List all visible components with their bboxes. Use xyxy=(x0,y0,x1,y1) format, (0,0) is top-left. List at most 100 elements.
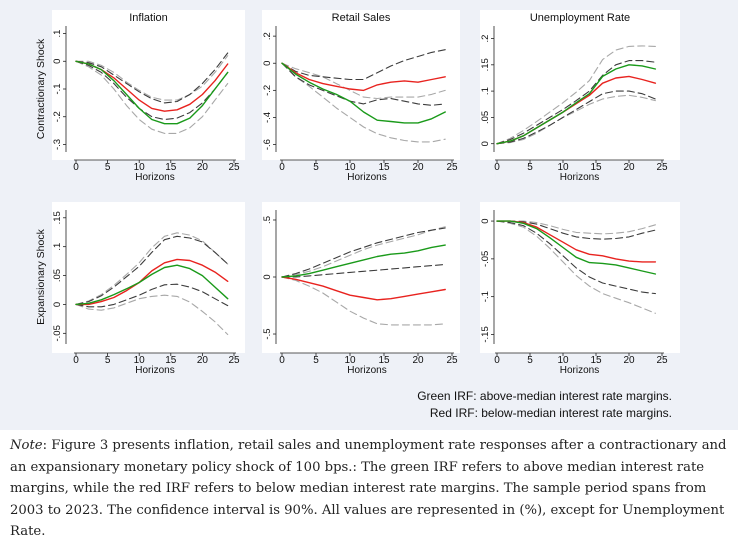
x-tick-label: 10 xyxy=(557,162,569,173)
x-tick-label: 25 xyxy=(446,355,458,366)
confidence-band-line xyxy=(75,55,229,101)
x-tick-label: 25 xyxy=(446,162,458,173)
y-tick-label: -.1 xyxy=(480,291,491,302)
confidence-band-line xyxy=(281,62,446,100)
y-tick-label: .1 xyxy=(480,87,491,95)
y-tick-label: -.2 xyxy=(262,85,273,96)
confidence-band-line xyxy=(75,52,229,104)
x-tick-label: 5 xyxy=(527,162,533,173)
confidence-band-line xyxy=(281,62,446,143)
confidence-band-line xyxy=(281,62,446,106)
y-tick-label: .1 xyxy=(52,243,63,251)
panel-title: Unemployment Rate xyxy=(530,12,630,24)
x-tick-label: 5 xyxy=(105,162,111,173)
legend-red: Red IRF: below-median interest rate marg… xyxy=(429,406,672,420)
panel-title: Retail Sales xyxy=(332,12,391,24)
x-tick-label: 25 xyxy=(228,162,240,173)
x-axis-title: Horizons xyxy=(560,172,599,183)
panel-contractionary-unemployment-rate: Unemployment Rate .2 .15 .1 .05 0 0 5 10 15 20 25 Ho… xyxy=(480,10,680,183)
x-tick-label: 0 xyxy=(494,162,500,173)
confidence-band-line xyxy=(496,90,656,145)
y-tick-label: -.15 xyxy=(480,326,491,342)
red-irf-line xyxy=(281,276,446,301)
panel-expansionary-retail-sales: .5 0 -.5 0 5 10 15 20 25 Horizons xyxy=(262,202,460,376)
row-label: Expansionary Shock xyxy=(35,228,47,324)
panel-background xyxy=(52,202,245,353)
x-tick-label: 10 xyxy=(557,355,569,366)
confidence-band-line xyxy=(281,276,446,326)
green-irf-line xyxy=(75,60,229,125)
x-tick-label: 20 xyxy=(412,162,424,173)
y-tick-label: .15 xyxy=(480,58,491,71)
x-tick-label: 20 xyxy=(412,355,424,366)
x-tick-label: 5 xyxy=(313,162,319,173)
y-tick-label: 0 xyxy=(480,218,491,223)
x-tick-label: 5 xyxy=(313,355,319,366)
y-tick-label: -.2 xyxy=(52,111,63,122)
panel-background xyxy=(52,10,245,160)
x-axis-title: Horizons xyxy=(347,172,386,183)
y-tick-label: -.3 xyxy=(52,139,63,150)
y-tick-label: 0 xyxy=(52,59,63,64)
panel-contractionary-retail-sales: Retail Sales .2 0 -.2 -.4 -.6 0 5 10 15 20 25 Horizo… xyxy=(262,10,460,183)
x-tick-label: 20 xyxy=(623,355,635,366)
panel-expansionary-inflation: .15 .1 .05 0 -.05 0 5 10 15 20 25 Horizons xyxy=(52,202,245,376)
legend-green: Green IRF: above-median interest rate ma… xyxy=(417,389,672,403)
green-irf-line xyxy=(281,62,446,124)
x-tick-label: 15 xyxy=(378,162,390,173)
panel-background xyxy=(480,202,680,353)
x-tick-label: 15 xyxy=(165,162,177,173)
confidence-band-line xyxy=(281,263,446,278)
y-tick-label: .2 xyxy=(480,35,491,43)
confidence-band-line xyxy=(496,220,656,240)
x-tick-label: 15 xyxy=(590,162,602,173)
chart-panels: Contractionary Shock Expansionary Shock In… xyxy=(35,10,680,376)
x-tick-label: 25 xyxy=(656,355,668,366)
confidence-band-line xyxy=(75,60,229,134)
x-tick-label: 5 xyxy=(105,355,111,366)
confidence-band-line xyxy=(75,232,229,305)
y-tick-label: -.6 xyxy=(262,139,273,150)
confidence-band-line xyxy=(496,220,656,235)
confidence-band-line xyxy=(496,60,656,145)
y-tick-label: .15 xyxy=(52,211,63,224)
green-irf-line xyxy=(496,64,657,145)
x-tick-label: 0 xyxy=(279,355,285,366)
x-axis-title: Horizons xyxy=(135,365,174,376)
y-tick-label: -.1 xyxy=(52,83,63,94)
confidence-band-line xyxy=(281,227,446,278)
y-tick-label: .05 xyxy=(52,269,63,282)
x-axis-title: Horizons xyxy=(347,365,386,376)
green-irf-line xyxy=(281,244,446,278)
panel-contractionary-inflation: Inflation .1 0 -.1 -.2 -.3 0 5 10 15 20 25 Horizons xyxy=(52,10,245,183)
x-tick-label: 0 xyxy=(73,162,79,173)
confidence-band-line xyxy=(281,49,446,81)
panel-title: Inflation xyxy=(129,12,168,24)
panel-background xyxy=(262,10,460,160)
y-tick-label: .2 xyxy=(262,32,273,40)
x-tick-label: 25 xyxy=(656,162,668,173)
figure: Contractionary Shock Expansionary Shock In… xyxy=(0,0,738,430)
panel-background xyxy=(480,10,680,160)
red-irf-line xyxy=(281,62,446,92)
confidence-band-line xyxy=(496,220,656,295)
confidence-band-line xyxy=(496,45,656,145)
y-tick-label: -.05 xyxy=(480,251,491,267)
x-tick-label: 10 xyxy=(344,162,356,173)
x-tick-label: 0 xyxy=(73,355,79,366)
x-axis-title: Horizons xyxy=(560,365,599,376)
y-tick-label: 0 xyxy=(52,302,63,307)
x-tick-label: 20 xyxy=(197,162,209,173)
note-lead: Note xyxy=(10,438,43,453)
y-tick-label: .5 xyxy=(262,216,273,224)
y-tick-label: 0 xyxy=(262,274,273,279)
x-tick-label: 20 xyxy=(623,162,635,173)
x-tick-label: 10 xyxy=(134,162,146,173)
x-tick-label: 0 xyxy=(494,355,500,366)
x-tick-label: 10 xyxy=(134,355,146,366)
green-irf-line xyxy=(75,264,229,306)
y-tick-label: -.4 xyxy=(262,112,273,123)
confidence-band-line xyxy=(496,220,656,314)
confidence-band-line xyxy=(281,226,446,278)
panel-background xyxy=(262,202,460,353)
